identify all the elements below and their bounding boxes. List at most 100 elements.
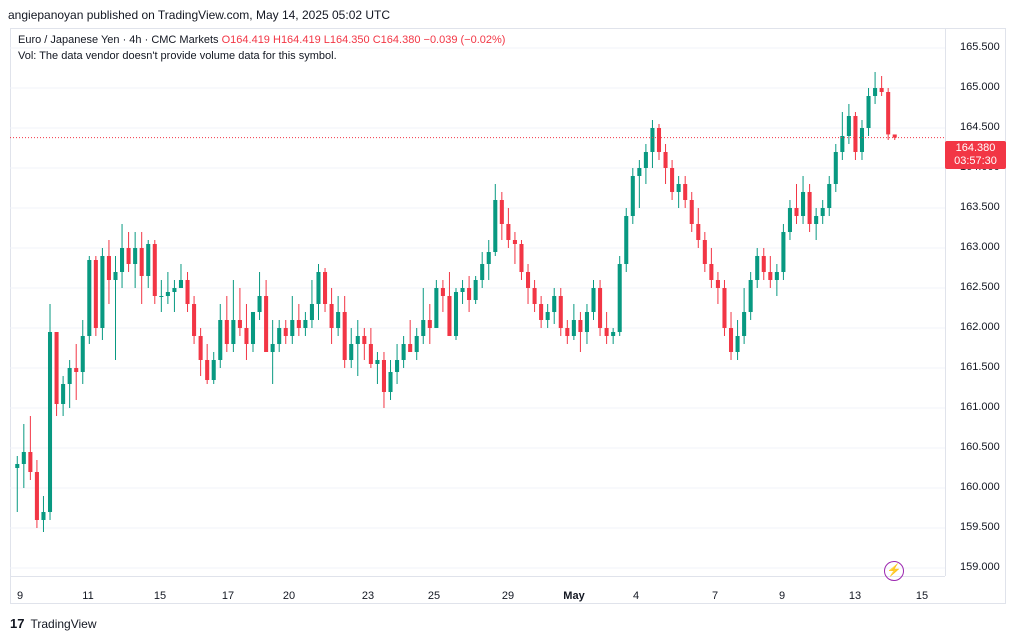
candle <box>728 312 734 360</box>
price-axis[interactable] <box>945 28 1007 576</box>
candle-body <box>388 372 393 392</box>
candle-body <box>257 296 262 312</box>
candle-body <box>630 176 635 216</box>
price-tick-label: 160.500 <box>960 441 1000 453</box>
time-tick-label: 17 <box>221 590 235 602</box>
time-axis[interactable] <box>10 576 945 605</box>
candle-body <box>126 248 131 264</box>
candle <box>873 72 878 104</box>
candle-body <box>781 232 786 272</box>
candle <box>414 328 419 360</box>
candle <box>643 144 648 184</box>
footer-brand: 17 TradingView <box>10 616 97 631</box>
candle <box>715 272 720 304</box>
current-price-value: 164.380 <box>955 142 996 154</box>
candle <box>670 160 675 200</box>
candle <box>794 184 799 224</box>
candle <box>388 360 393 400</box>
candle-body <box>113 272 118 280</box>
candle <box>598 280 603 336</box>
candle-body <box>349 344 354 360</box>
candle <box>67 360 72 408</box>
candle-body <box>381 360 387 392</box>
candle <box>814 208 819 240</box>
candle <box>192 296 197 344</box>
candle <box>277 320 282 352</box>
candle <box>336 296 341 336</box>
candle-body <box>440 288 445 296</box>
candle-body <box>100 256 105 328</box>
candle-body <box>591 288 596 312</box>
price-tick-label: 161.000 <box>960 401 1000 413</box>
candle <box>381 352 387 408</box>
candle-body <box>355 336 360 344</box>
time-tick-label: 13 <box>848 590 862 602</box>
candle <box>224 296 229 352</box>
candle-body <box>421 320 426 336</box>
candle <box>368 328 373 368</box>
candle-body <box>316 272 321 304</box>
candle <box>525 264 531 304</box>
open-value: O164.419 <box>221 34 270 46</box>
change-value: −0.039 (−0.02%) <box>423 34 506 46</box>
candle-body <box>833 152 838 184</box>
candle-body <box>768 272 773 280</box>
candlestick-chart[interactable] <box>10 28 945 576</box>
candle-body <box>362 336 367 344</box>
symbol-title[interactable]: Euro / Japanese Yen · 4h · CMC Markets <box>18 34 219 46</box>
candle-body <box>814 216 819 224</box>
candle <box>768 256 773 288</box>
candle-body <box>624 216 629 264</box>
candle <box>480 252 485 288</box>
price-tick-label: 159.500 <box>960 521 1000 533</box>
candle-body <box>794 208 799 216</box>
candle <box>218 304 223 368</box>
lightning-icon[interactable]: ⚡ <box>884 561 904 581</box>
candle <box>840 112 845 160</box>
candle-body <box>545 312 550 320</box>
candle <box>440 280 445 312</box>
price-tick-label: 165.500 <box>960 41 1000 53</box>
candle <box>237 288 242 336</box>
candle-body <box>106 256 111 280</box>
candle-body <box>715 280 720 288</box>
candle-body <box>859 128 865 152</box>
candle-body <box>663 152 668 168</box>
candle-body <box>172 288 177 292</box>
candle-body <box>748 280 753 312</box>
candle <box>355 320 360 376</box>
time-tick-label: 9 <box>778 590 786 602</box>
candle <box>532 280 537 312</box>
candle-body <box>224 320 229 344</box>
candle <box>787 200 792 240</box>
time-tick-label: 4 <box>632 590 640 602</box>
candle-body <box>539 304 544 320</box>
candle-body <box>742 312 747 336</box>
candle-body <box>28 452 33 472</box>
candle <box>421 288 426 344</box>
candle-body <box>67 368 72 384</box>
candle <box>178 264 184 288</box>
candle <box>185 272 190 312</box>
chart-pane[interactable] <box>10 28 1006 604</box>
candle-body <box>873 88 878 96</box>
candle-body <box>303 320 308 328</box>
price-tick-label: 163.000 <box>960 241 1000 253</box>
candle-body <box>270 344 275 352</box>
candle <box>722 280 727 336</box>
candle <box>571 304 576 340</box>
candle <box>637 160 642 208</box>
candle-body <box>198 336 203 360</box>
candle-body <box>15 464 20 468</box>
time-tick-label: 15 <box>915 590 929 602</box>
candle-body <box>611 332 616 336</box>
candle <box>395 344 400 384</box>
candle-body <box>80 336 85 372</box>
candle-body <box>670 168 675 192</box>
candle <box>257 272 262 320</box>
candle <box>172 280 177 312</box>
candle <box>591 280 596 320</box>
candle-body <box>192 304 197 336</box>
candle <box>584 304 589 344</box>
candle <box>761 248 766 280</box>
